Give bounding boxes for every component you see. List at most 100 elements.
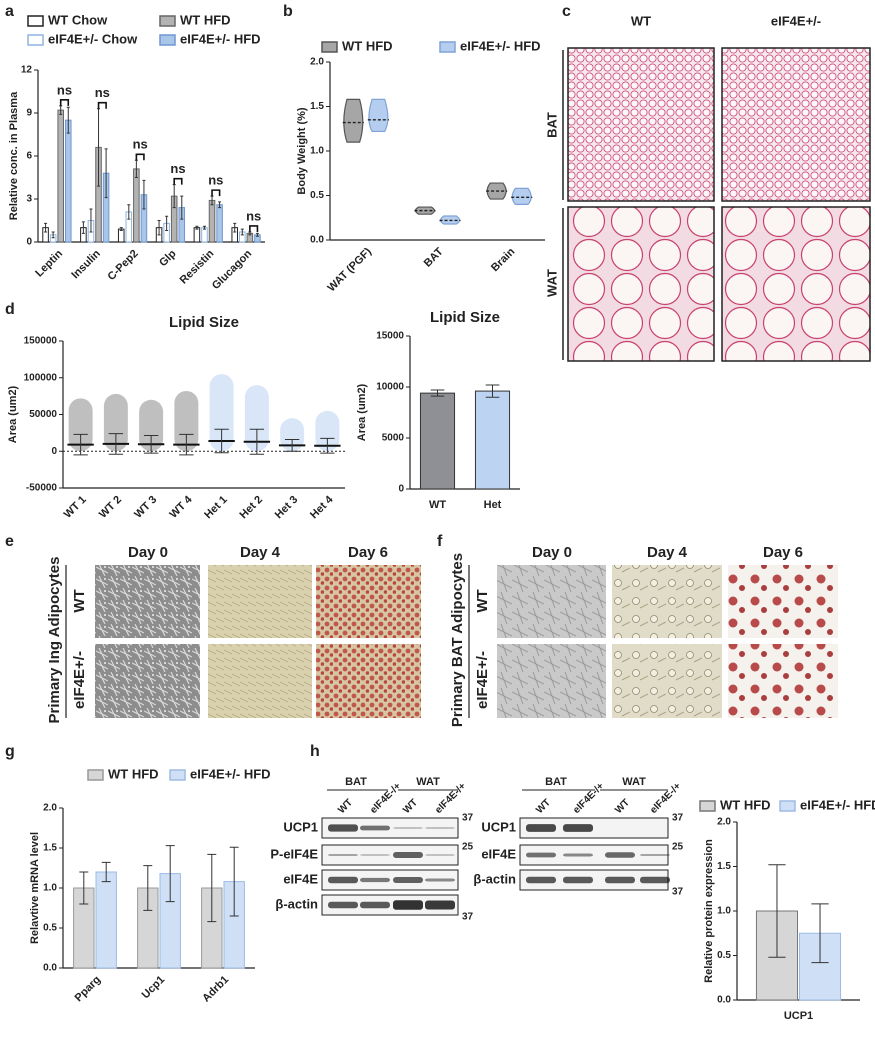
legend-swatch <box>159 15 176 27</box>
blot-band <box>328 901 358 909</box>
blot-band <box>425 827 455 829</box>
micrograph <box>316 565 421 638</box>
x-tick-label: Het 2 <box>238 494 266 522</box>
mw-marker: 37 <box>672 813 684 824</box>
row-label: UCP1 <box>481 819 516 834</box>
blot-band <box>563 824 593 832</box>
error-bar <box>51 231 55 239</box>
y-tick-label: 15000 <box>376 331 404 342</box>
y-tick-label: 50000 <box>29 409 57 420</box>
blot-band <box>526 876 556 884</box>
row-label: β-actin <box>275 896 318 911</box>
point-cloud <box>174 390 199 452</box>
error-bar <box>157 220 161 236</box>
mw-marker: 25 <box>672 842 684 853</box>
row-label: eIF4E <box>481 846 516 861</box>
point-cloud <box>68 398 93 452</box>
point-cloud <box>244 385 269 452</box>
blot-band <box>605 852 635 858</box>
y-tick-label: 0.5 <box>310 190 324 201</box>
micrograph <box>728 565 838 638</box>
row-label: BAT <box>544 112 559 138</box>
row-label: β-actin <box>473 871 516 886</box>
row-label: P-eIF4E <box>270 846 318 861</box>
error-bar <box>66 106 70 134</box>
blot-band <box>563 876 593 884</box>
blot-band <box>328 824 358 832</box>
significance-bracket <box>97 101 107 109</box>
row-label: eIF4E+/- <box>71 651 88 709</box>
legend-label: eIF4E+/- HFD <box>800 797 875 812</box>
error-bar <box>430 389 445 397</box>
legend-label: WT Chow <box>48 12 108 27</box>
point-cloud <box>209 374 234 452</box>
x-tick-label: WT 2 <box>97 494 124 521</box>
error-bar <box>218 201 222 209</box>
panel-letter: e <box>5 533 14 550</box>
annotation: ns <box>246 208 261 223</box>
blot-band <box>526 852 556 858</box>
y-tick-label: 10000 <box>376 382 404 393</box>
error-bar <box>119 227 123 232</box>
error-bar <box>104 148 108 199</box>
row-label: eIF4E <box>283 871 318 886</box>
micrograph <box>721 206 871 362</box>
x-tick-label: Glp <box>157 248 179 270</box>
lane-label: WT <box>336 797 355 816</box>
panel-letter: a <box>5 3 14 20</box>
error-bar <box>207 853 217 923</box>
y-axis-title: Relavtive mRNA level <box>29 832 41 944</box>
y-tick-label: 150000 <box>24 336 58 347</box>
panel-letters: a b c d e f g h <box>5 3 571 760</box>
y-tick-label: 9 <box>26 108 32 119</box>
error-bar <box>214 428 229 454</box>
bar <box>95 871 117 969</box>
micrograph <box>728 644 838 718</box>
legend-swatch <box>27 15 44 27</box>
blot-band <box>640 854 670 856</box>
lane-label: eIF4E-/+ <box>648 781 683 816</box>
error-bar <box>255 232 259 237</box>
y-tick-label: -50000 <box>26 483 58 494</box>
blot-band <box>393 900 423 910</box>
row-label: eIF4E+/- <box>474 651 491 709</box>
lane-label: eIF4E-/+ <box>571 781 606 816</box>
micrograph <box>721 47 871 202</box>
y-tick-label: 0.5 <box>717 950 731 961</box>
legend-swatch <box>87 769 104 781</box>
error-bar <box>768 864 786 958</box>
panel-c: WT eIF4E+/- BAT WAT <box>544 13 871 362</box>
y-tick-label: 1.0 <box>43 883 57 894</box>
y-tick-label: 1.0 <box>717 906 731 917</box>
error-bar <box>229 846 239 917</box>
bar <box>216 204 223 243</box>
error-bar <box>44 222 48 233</box>
y-tick-label: 2.0 <box>43 803 57 814</box>
day-label: Day 0 <box>128 544 168 561</box>
panel-letter: b <box>283 3 293 20</box>
column-label: WT <box>631 13 651 28</box>
point-cloud <box>103 393 128 452</box>
panel-title: Primary Ing Adipocytes <box>46 557 63 724</box>
legend-swatch <box>439 41 456 53</box>
blot-band <box>563 853 593 857</box>
bar <box>193 227 201 243</box>
legend-label: WT HFD <box>108 766 159 781</box>
panel-letter: d <box>5 301 15 318</box>
x-tick-label: WT 4 <box>167 493 195 521</box>
x-tick-label: WT 3 <box>132 494 159 521</box>
bar <box>57 109 64 243</box>
point-cloud <box>280 418 305 452</box>
y-axis-title: Area (um2) <box>7 385 19 443</box>
x-tick-label: Adrb1 <box>200 974 231 1005</box>
error-bar <box>180 195 184 220</box>
row-label: WT <box>71 589 88 612</box>
x-tick-label: Glucagon <box>210 247 255 292</box>
point-cloud <box>315 410 340 452</box>
group-label: WAT <box>416 776 440 788</box>
legend-swatch <box>27 34 44 46</box>
error-bar <box>485 384 500 398</box>
y-tick-label: 0 <box>398 484 404 495</box>
mw-marker: 25 <box>462 842 474 853</box>
